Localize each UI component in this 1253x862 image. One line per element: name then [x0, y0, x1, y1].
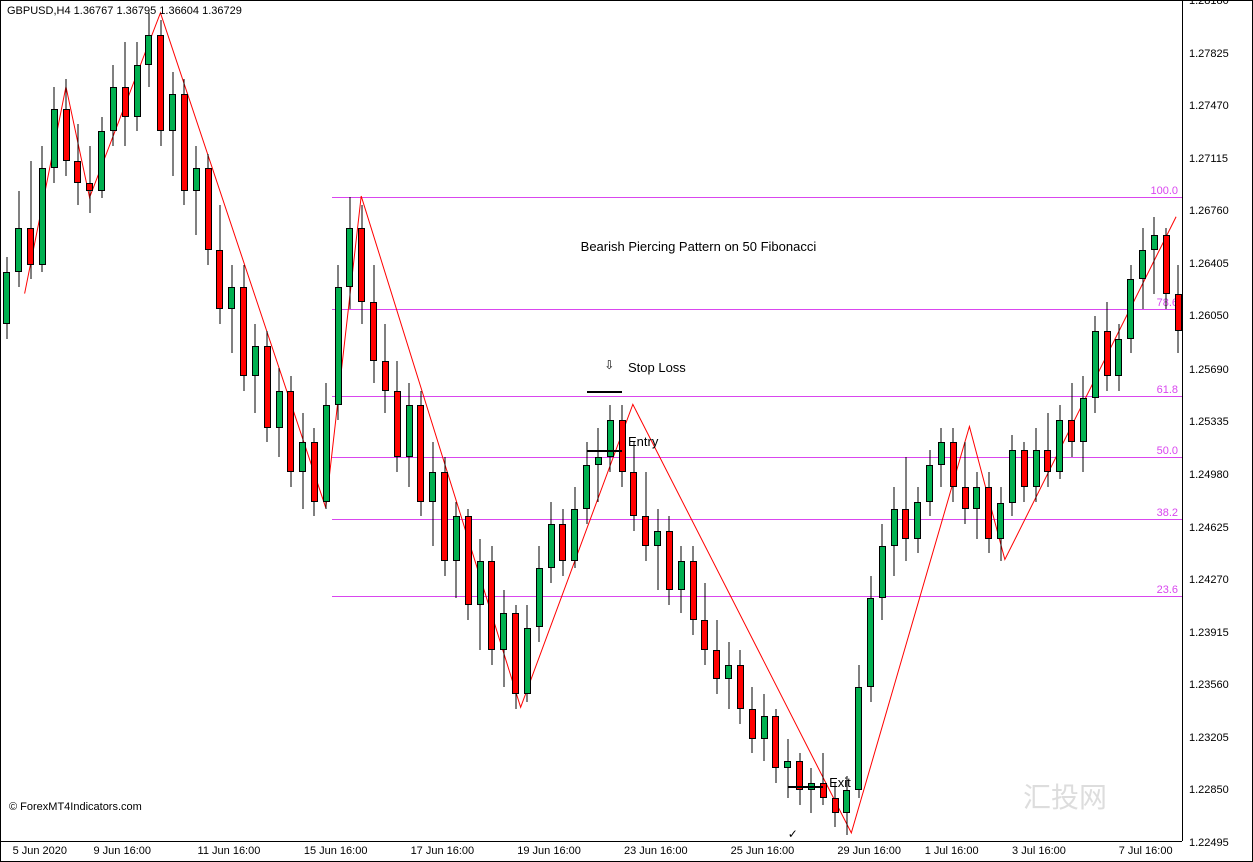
- y-axis-label: 1.24980: [1189, 469, 1229, 481]
- y-axis-label: 1.27115: [1189, 153, 1228, 165]
- check-icon: ✓: [788, 827, 798, 841]
- y-axis-label: 1.23915: [1189, 627, 1229, 639]
- y-axis-label: 1.27825: [1189, 48, 1229, 60]
- x-axis-label: 3 Jul 16:00: [1012, 845, 1066, 857]
- x-axis: 5 Jun 2020 9 Jun 16:00 11 Jun 16:00 15 Jun …: [1, 841, 1182, 861]
- y-axis-label: 1.26050: [1189, 310, 1229, 322]
- x-axis-label: 15 Jun 16:00: [304, 845, 368, 857]
- x-axis-label: 7 Jul 16:00: [1119, 845, 1173, 857]
- x-axis-label: 17 Jun 16:00: [411, 845, 475, 857]
- y-axis-label: 1.24625: [1189, 522, 1229, 534]
- y-axis-label: 1.26405: [1189, 258, 1229, 270]
- symbol-text: GBPUSD,H4: [7, 5, 71, 17]
- chart-header: GBPUSD,H4 1.36767 1.36795 1.36604 1.3672…: [7, 5, 242, 17]
- y-axis-label: 1.23560: [1189, 679, 1229, 691]
- x-axis-label: 11 Jun 16:00: [198, 845, 261, 857]
- y-axis-label: 1.22850: [1189, 784, 1229, 796]
- chart-area[interactable]: GBPUSD,H4 1.36767 1.36795 1.36604 1.3672…: [1, 1, 1182, 841]
- y-axis-label: 1.25690: [1189, 364, 1229, 376]
- annotation-text: Bearish Piercing Pattern on 50 Fibonacci: [581, 239, 817, 254]
- annotation-text: Stop Loss: [628, 360, 686, 375]
- annotation-text: Entry: [628, 434, 658, 449]
- marker-line: [788, 786, 823, 788]
- x-axis-label: 5 Jun 2020: [13, 845, 67, 857]
- ohlc-text: 1.36767 1.36795 1.36604 1.36729: [74, 5, 242, 17]
- arrow-down-icon: ⇩: [604, 358, 614, 372]
- annotation-text: Exit: [829, 775, 851, 790]
- marker-line: [587, 450, 622, 452]
- y-axis-label: 1.27470: [1189, 100, 1229, 112]
- y-axis-label: 1.24270: [1189, 574, 1229, 586]
- y-axis-label: 1.22495: [1189, 837, 1229, 849]
- y-axis-label: 1.26760: [1189, 205, 1229, 217]
- x-axis-label: 25 Jun 16:00: [731, 845, 795, 857]
- y-axis-label: 1.28180: [1189, 0, 1229, 7]
- x-axis-label: 9 Jun 16:00: [94, 845, 152, 857]
- y-axis-label: 1.23205: [1189, 732, 1229, 744]
- y-axis: 1.28180 1.27825 1.27470 1.27115 1.26760 1.264…: [1182, 1, 1252, 841]
- watermark: 汇投网: [1023, 776, 1107, 816]
- x-axis-label: 23 Jun 16:00: [624, 845, 688, 857]
- chart-container: GBPUSD,H4 1.36767 1.36795 1.36604 1.3672…: [0, 0, 1253, 862]
- marker-line: [587, 391, 622, 393]
- x-axis-label: 29 Jun 16:00: [837, 845, 901, 857]
- x-axis-label: 19 Jun 16:00: [517, 845, 581, 857]
- candles-layer: [1, 1, 1182, 841]
- copyright-text: © ForexMT4Indicators.com: [9, 801, 142, 813]
- x-axis-label: 1 Jul 16:00: [925, 845, 979, 857]
- y-axis-label: 1.25335: [1189, 416, 1229, 428]
